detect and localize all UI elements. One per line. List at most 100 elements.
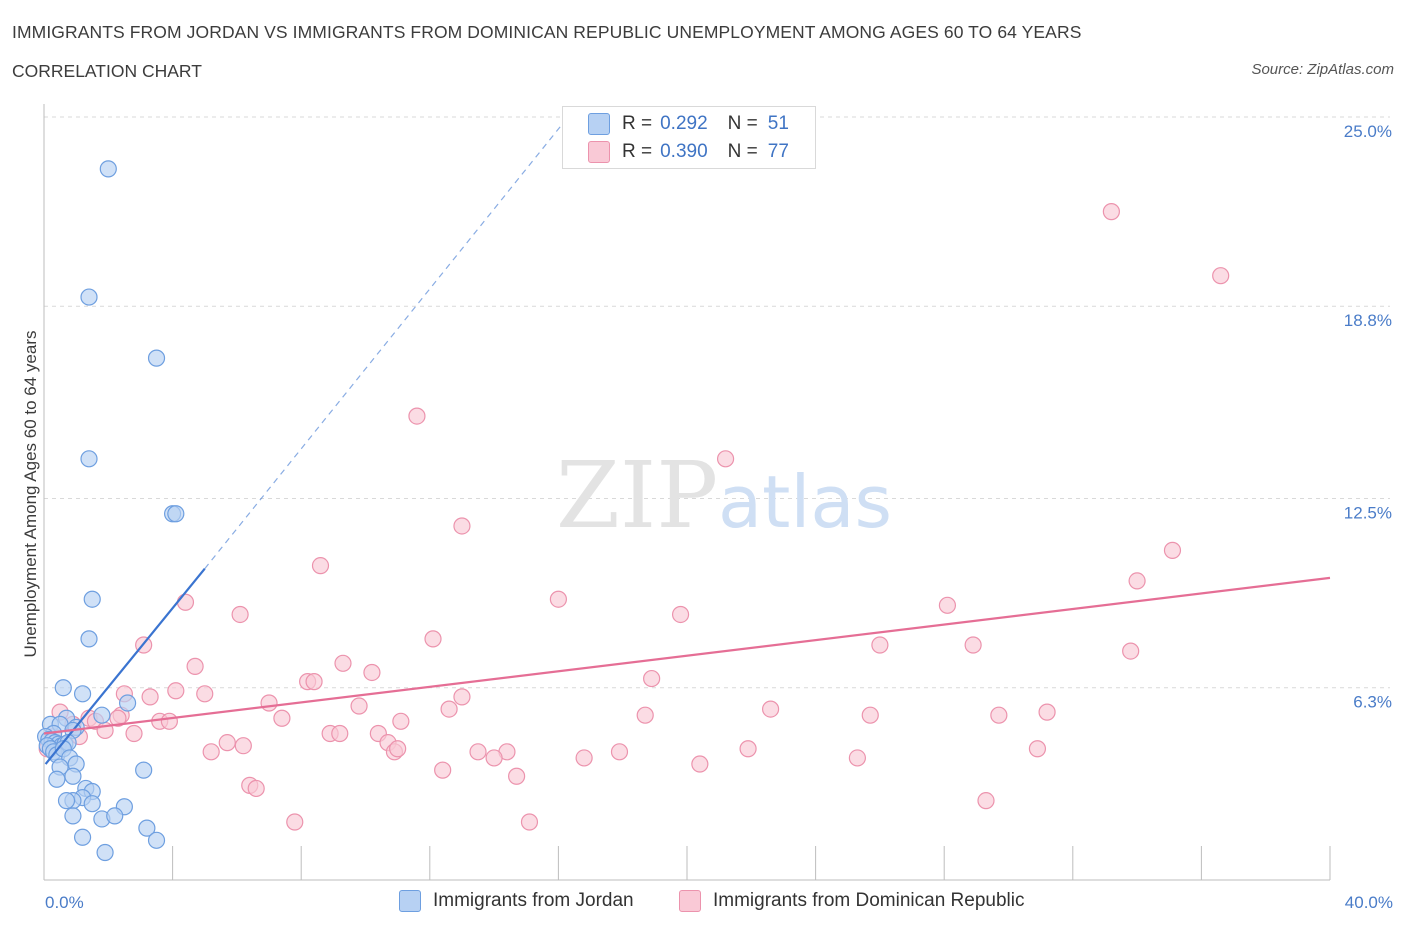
watermark-atlas: atlas — [718, 460, 892, 544]
dominican-point — [1163, 541, 1182, 559]
dominican-point — [1212, 267, 1230, 285]
legend-r-value: 0.292 — [660, 113, 708, 134]
dominican-point — [331, 724, 349, 743]
jordan-point — [83, 795, 101, 813]
bottom-legend-jordan: Immigrants from Jordan — [399, 890, 634, 912]
watermark-zip: ZIP — [556, 442, 718, 549]
dominican-point — [176, 593, 195, 611]
dominican-point — [218, 734, 236, 752]
jordan-point — [73, 828, 92, 846]
dominican-point — [141, 688, 159, 706]
dominican-point — [434, 761, 452, 779]
dominican-point — [485, 749, 503, 767]
y-tick-label: 6.3% — [1353, 693, 1392, 712]
dominican-point — [286, 813, 304, 831]
legend-r-label: R = — [622, 113, 653, 134]
legend-n-value: 77 — [767, 141, 789, 162]
legend-swatch-dominican — [588, 141, 610, 163]
dominican-point — [964, 636, 982, 654]
y-tick-label: 12.5% — [1344, 504, 1392, 523]
dominican-point — [1122, 642, 1140, 660]
watermark: ZIP atlas — [556, 442, 892, 549]
dominican-point — [1102, 203, 1120, 221]
dominican-point — [234, 737, 252, 755]
legend-n-value: 51 — [767, 113, 789, 134]
y-axis-title: Unemployment Among Ages 60 to 64 years — [21, 331, 40, 658]
jordan-point — [96, 843, 114, 862]
bottom-legend-swatch-dominican — [679, 890, 701, 912]
dominican-point — [761, 700, 780, 718]
jordan-point — [64, 807, 82, 825]
chart-title: IMMIGRANTS FROM JORDAN VS IMMIGRANTS FRO… — [12, 22, 1082, 42]
dominican-point — [363, 663, 381, 682]
dominican-point — [260, 694, 278, 712]
dominican-point — [311, 557, 330, 575]
dominican-point — [508, 767, 526, 785]
legend-n-label: N = — [727, 141, 758, 162]
bottom-legend-label-jordan: Immigrants from Jordan — [433, 890, 634, 911]
jordan-point — [138, 819, 156, 837]
y-tick-label: 18.8% — [1344, 311, 1392, 330]
jordan-point — [93, 706, 111, 724]
dominican-point — [938, 596, 957, 614]
points-layer — [37, 160, 1230, 862]
legend-swatch-jordan — [588, 113, 610, 135]
dominican-point — [231, 605, 249, 624]
legend-n-label: N = — [727, 113, 758, 134]
dominican-point — [861, 706, 879, 724]
jordan-point — [54, 679, 72, 697]
jordan-point — [80, 450, 98, 468]
trend-layer — [43, 116, 1331, 765]
dominican-point — [848, 749, 866, 767]
legend-row-jordan: R = 0.292 N = 51 — [563, 110, 789, 138]
jordan-point — [64, 767, 82, 785]
jordan-point — [48, 770, 66, 788]
dominican-point — [247, 779, 265, 798]
dominican-point — [691, 755, 709, 773]
dominican-point — [389, 740, 407, 758]
dominican-point — [871, 636, 889, 654]
dominican-point — [643, 669, 661, 688]
jordan-point — [118, 694, 137, 712]
dominican-point — [273, 709, 291, 727]
dominican-trend-line — [43, 576, 1331, 735]
dominican-point — [610, 743, 629, 761]
dominican-point — [125, 724, 143, 743]
dominican-point — [202, 743, 220, 761]
dominican-point — [1128, 572, 1146, 590]
dominican-point — [408, 407, 426, 425]
legend-r-label: R = — [622, 141, 653, 162]
dominican-point — [109, 709, 127, 727]
dominican-point — [716, 450, 735, 468]
legend-r-value: 0.390 — [660, 141, 708, 162]
dominican-point — [739, 740, 757, 758]
chart-subtitle: CORRELATION CHART — [12, 61, 202, 81]
jordan-point — [147, 349, 166, 367]
dominican-point — [636, 706, 654, 724]
dominican-point — [575, 749, 593, 767]
dominican-point — [334, 654, 352, 672]
dominican-point — [160, 712, 178, 730]
jordan-trend-extension — [204, 116, 569, 570]
dominican-point — [196, 685, 214, 703]
dominican-point — [990, 706, 1008, 724]
source-label: Source: ZipAtlas.com — [1251, 61, 1394, 78]
jordan-point — [83, 590, 101, 608]
jordan-point — [167, 505, 185, 523]
x-tick-label: 0.0% — [45, 893, 84, 912]
bottom-legend-label-dominican: Immigrants from Dominican Republic — [713, 890, 1025, 911]
bottom-legend-swatch-jordan — [399, 890, 421, 912]
jordan-point — [99, 160, 117, 178]
correlation-legend: R = 0.292 N = 51 R = 0.390 N = 77 — [562, 106, 816, 169]
jordan-point — [57, 792, 76, 810]
dominican-point — [186, 657, 204, 675]
bottom-legend-dominican: Immigrants from Dominican Republic — [679, 890, 1025, 912]
dominican-point — [520, 813, 539, 831]
dominican-point — [671, 605, 690, 624]
dominican-point — [440, 700, 458, 718]
dominican-point — [549, 590, 568, 608]
dominican-point — [453, 517, 471, 535]
jordan-trend-line — [44, 568, 206, 765]
dominican-point — [469, 743, 487, 761]
